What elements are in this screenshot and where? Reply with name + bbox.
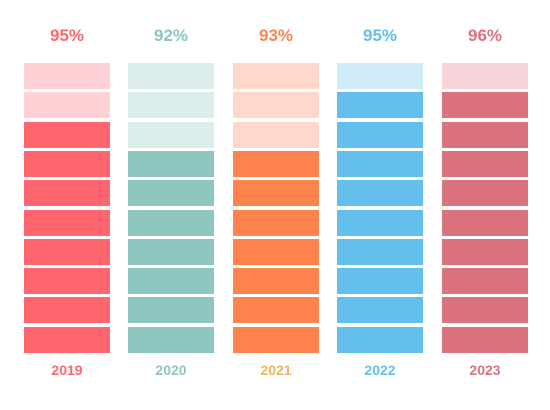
- filled-segment: [337, 92, 423, 119]
- empty-segment: [233, 92, 319, 119]
- value-label: 93%: [258, 26, 294, 45]
- empty-segment: [24, 92, 110, 119]
- value-label: 92%: [153, 26, 189, 45]
- filled-segment: [24, 150, 110, 177]
- filled-segment: [337, 238, 423, 265]
- filled-segment: [337, 326, 423, 353]
- filled-segment: [442, 209, 528, 236]
- empty-segment: [233, 63, 319, 89]
- filled-segment: [24, 121, 110, 148]
- empty-segment: [442, 63, 528, 89]
- category-label: 2019: [51, 362, 83, 378]
- bar-column-2022: 95% 2022: [337, 0, 423, 410]
- filled-segment: [24, 180, 110, 207]
- filled-segment: [233, 268, 319, 295]
- filled-segment: [442, 297, 528, 324]
- empty-segment: [128, 121, 214, 148]
- filled-segment: [128, 326, 214, 353]
- filled-segment: [128, 180, 214, 207]
- filled-segment: [128, 238, 214, 265]
- filled-segment: [233, 150, 319, 177]
- value-label: 96%: [467, 26, 503, 45]
- filled-segment: [233, 238, 319, 265]
- filled-segment: [442, 326, 528, 353]
- bar-column-2023: 96% 2023: [442, 0, 528, 410]
- filled-segment: [128, 150, 214, 177]
- filled-segment: [337, 180, 423, 207]
- category-label: 2021: [260, 362, 292, 378]
- filled-segment: [24, 209, 110, 236]
- value-label: 95%: [49, 26, 85, 45]
- category-label: 2023: [469, 362, 501, 378]
- filled-segment: [442, 238, 528, 265]
- filled-segment: [24, 297, 110, 324]
- filled-segment: [233, 326, 319, 353]
- filled-segment: [337, 297, 423, 324]
- filled-segment: [337, 268, 423, 295]
- filled-segment: [24, 268, 110, 295]
- empty-segment: [337, 63, 423, 89]
- bar-column-2021: 93% 2021: [233, 0, 319, 410]
- bar-column-2019: 95% 2019: [24, 0, 110, 410]
- filled-segment: [442, 180, 528, 207]
- filled-segment: [442, 121, 528, 148]
- filled-segment: [442, 268, 528, 295]
- filled-segment: [442, 92, 528, 119]
- bar-column-2020: 92% 2020: [128, 0, 214, 410]
- filled-segment: [128, 297, 214, 324]
- filled-segment: [24, 238, 110, 265]
- filled-segment: [233, 180, 319, 207]
- filled-segment: [128, 209, 214, 236]
- empty-segment: [24, 63, 110, 89]
- empty-segment: [128, 63, 214, 89]
- filled-segment: [337, 121, 423, 148]
- empty-segment: [128, 92, 214, 119]
- category-label: 2020: [155, 362, 187, 378]
- filled-segment: [233, 297, 319, 324]
- filled-segment: [128, 268, 214, 295]
- filled-segment: [337, 150, 423, 177]
- filled-segment: [442, 150, 528, 177]
- empty-segment: [233, 121, 319, 148]
- filled-segment: [337, 209, 423, 236]
- category-label: 2022: [364, 362, 396, 378]
- filled-segment: [233, 209, 319, 236]
- value-label: 95%: [362, 26, 398, 45]
- filled-segment: [24, 326, 110, 353]
